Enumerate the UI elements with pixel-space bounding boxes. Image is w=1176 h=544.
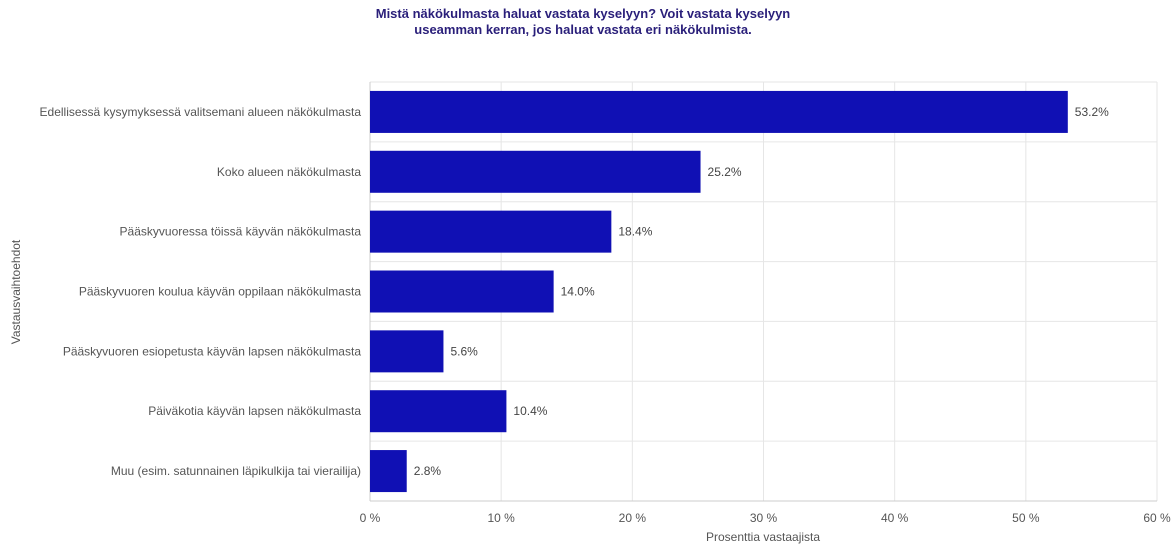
- bar[interactable]: [370, 450, 407, 492]
- category-label: Muu (esim. satunnainen läpikulkija tai v…: [111, 464, 361, 478]
- bar[interactable]: [370, 271, 554, 313]
- bar[interactable]: [370, 211, 611, 253]
- value-label: 25.2%: [708, 165, 742, 179]
- x-tick-label: 20 %: [619, 511, 647, 525]
- x-tick-label: 60 %: [1143, 511, 1171, 525]
- x-tick-label: 0 %: [360, 511, 381, 525]
- chart-title-line-2: useamman kerran, jos haluat vastata eri …: [414, 22, 751, 37]
- bar[interactable]: [370, 330, 443, 372]
- bar[interactable]: [370, 151, 701, 193]
- bars: [370, 91, 1068, 492]
- value-label: 2.8%: [414, 464, 442, 478]
- x-tick-label: 30 %: [750, 511, 778, 525]
- value-label: 18.4%: [618, 225, 652, 239]
- category-label: Pääskyvuoren esiopetusta käyvän lapsen n…: [63, 344, 362, 358]
- value-label: 14.0%: [561, 285, 595, 299]
- chart-title-line-1: Mistä näkökulmasta haluat vastata kysely…: [376, 6, 791, 21]
- category-label: Edellisessä kysymyksessä valitsemani alu…: [40, 105, 362, 119]
- bar[interactable]: [370, 91, 1068, 133]
- category-label: Päiväkotia käyvän lapsen näkökulmasta: [148, 404, 361, 418]
- category-label: Pääskyvuoren koulua käyvän oppilaan näkö…: [79, 285, 362, 299]
- category-label: Koko alueen näkökulmasta: [217, 165, 361, 179]
- x-tick-label: 50 %: [1012, 511, 1040, 525]
- value-label: 5.6%: [450, 344, 478, 358]
- bar[interactable]: [370, 390, 506, 432]
- category-label: Pääskyvuoressa töissä käyvän näkökulmast…: [120, 225, 362, 239]
- value-label: 53.2%: [1075, 105, 1109, 119]
- y-axis-title: Vastausvaihtoehdot: [9, 239, 23, 344]
- x-tick-label: 10 %: [487, 511, 515, 525]
- x-tick-label: 40 %: [881, 511, 909, 525]
- value-label: 10.4%: [513, 404, 547, 418]
- x-axis-title: Prosenttia vastaajista: [706, 530, 820, 544]
